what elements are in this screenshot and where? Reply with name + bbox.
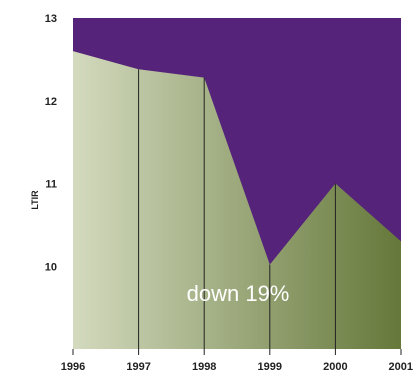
- y-tick-label-13: 13: [45, 13, 57, 25]
- x-tick-label-1996: 1996: [61, 361, 85, 373]
- x-tick-label-2001: 2001: [389, 361, 413, 373]
- x-tick-label-1999: 1999: [258, 361, 282, 373]
- area-series-ltir: [73, 51, 401, 349]
- x-tick-label-1997: 1997: [126, 361, 150, 373]
- y-tick-label-12: 12: [45, 96, 57, 108]
- y-axis-label: LTIR: [30, 190, 40, 210]
- y-tick-label-10: 10: [45, 261, 57, 273]
- annotation-down-19: down 19%: [187, 281, 290, 306]
- y-tick-label-11: 11: [45, 179, 57, 191]
- x-tick-label-1998: 1998: [192, 361, 216, 373]
- x-tick-label-2000: 2000: [323, 361, 347, 373]
